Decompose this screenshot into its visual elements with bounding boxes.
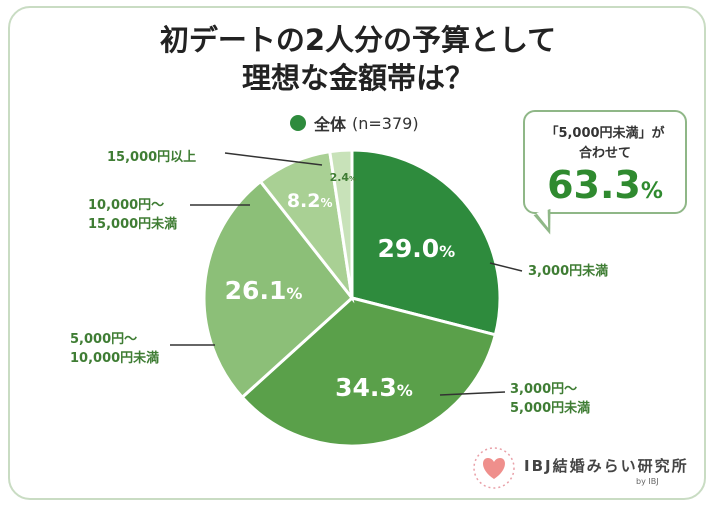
slice-label-5-line1: 15,000円以上: [107, 150, 197, 165]
slice-value-label-4: 8.2%: [287, 190, 333, 212]
brand-name: IBJ結婚みらい研究所: [524, 457, 689, 475]
slice-label-4: 10,000円～ 15,000円未満: [88, 196, 177, 234]
slice-value-label-5: 2.4%: [330, 171, 357, 184]
slice-label-5: 15,000円以上: [107, 148, 196, 167]
pie-slice-3: [202, 179, 355, 400]
callout-value-number: 63.3: [547, 163, 641, 207]
slice-label-1: 3,000円未満: [528, 262, 608, 281]
brand-by: by IBJ: [636, 477, 659, 486]
slice-value-label-3: 26.1%: [225, 276, 303, 305]
leader-line-1: [489, 262, 523, 272]
slice-value-label-1: 29.0%: [377, 234, 455, 263]
leader-line-2: [439, 391, 506, 396]
callout-value-unit: %: [640, 179, 663, 204]
slice-label-3-line2: 10,000円未満: [70, 351, 160, 366]
callout-line1: 「5,000円未満」が: [545, 126, 665, 141]
leader-line-5: [224, 152, 323, 166]
legend-label: 全体: [314, 115, 347, 134]
legend: 全体 (n=379): [290, 113, 419, 134]
legend-sample-size: (n=379): [352, 113, 419, 133]
slice-label-4-line1: 10,000円～: [88, 198, 165, 213]
slice-label-2-line1: 3,000円～: [510, 382, 578, 397]
legend-swatch: [290, 115, 306, 131]
pie-slice-1: [350, 148, 502, 337]
slice-value-label-2: 34.3%: [335, 373, 413, 402]
callout-line2: 合わせて: [578, 146, 631, 161]
heart-logo-icon: [473, 447, 515, 489]
callout-value: 63.3%: [523, 163, 687, 214]
callout-box: [523, 110, 687, 214]
slice-label-4-line2: 15,000円未満: [88, 217, 178, 232]
slice-label-3: 5,000円～ 10,000円未満: [70, 330, 159, 368]
slice-label-3-line1: 5,000円～: [70, 332, 138, 347]
pie-slice-5: [328, 148, 354, 299]
slice-label-2-line2: 5,000円未満: [510, 401, 591, 416]
slice-label-1-line1: 3,000円未満: [528, 264, 609, 279]
chart-title-line2: 理想な金額帯は？: [241, 61, 474, 95]
pie-slice-2: [240, 296, 498, 448]
brand-logo: IBJ結婚みらい研究所 by IBJ: [470, 446, 695, 491]
slice-label-2: 3,000円～ 5,000円未満: [510, 380, 590, 418]
chart-title-line1: 初デートの2人分の予算として: [159, 23, 557, 57]
